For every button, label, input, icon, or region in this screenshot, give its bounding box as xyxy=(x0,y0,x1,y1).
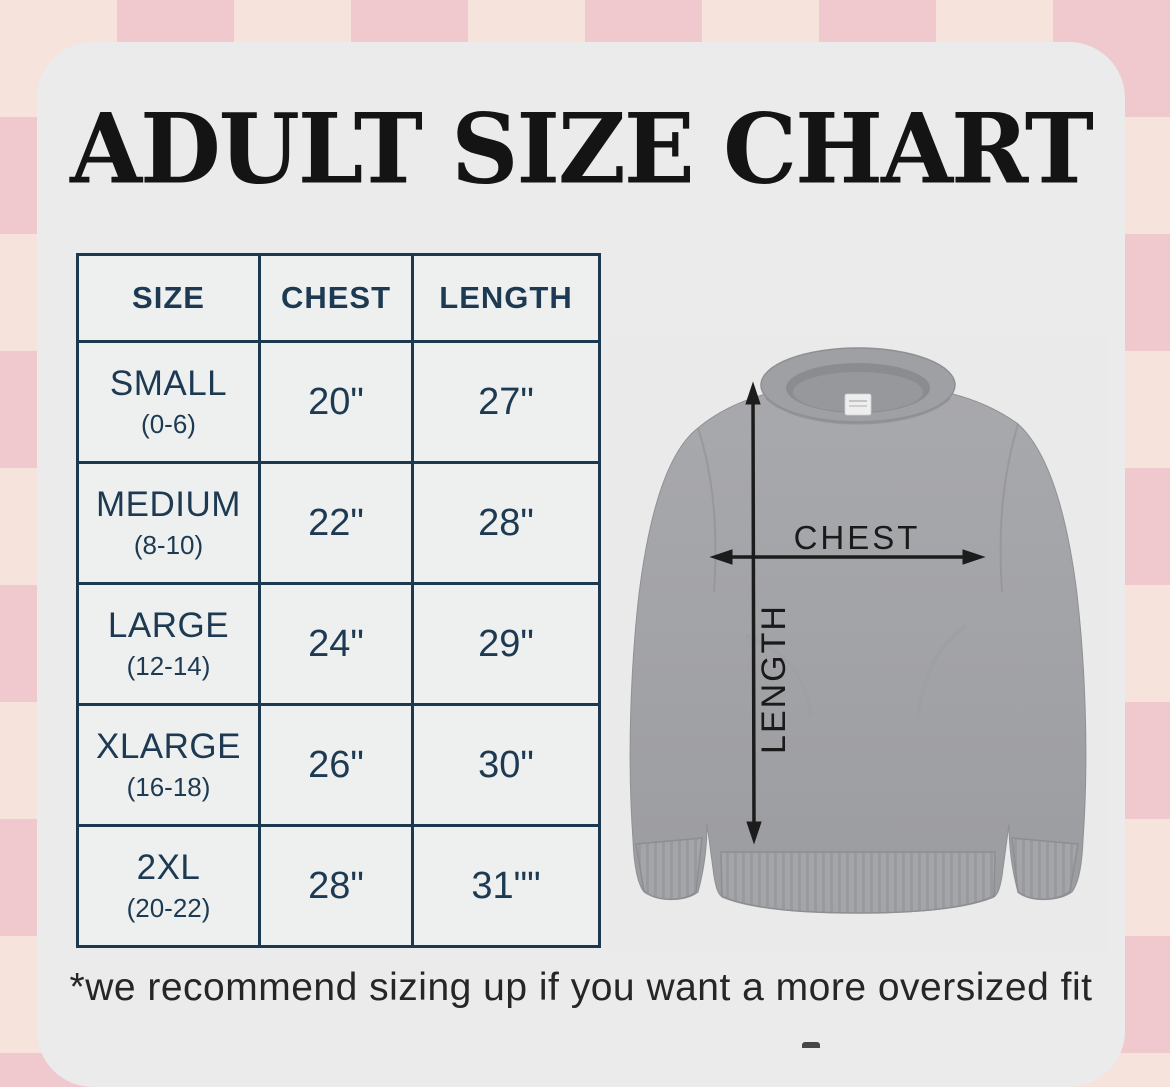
size-range: (8-10) xyxy=(133,530,204,560)
cropped-text-fragment xyxy=(802,1042,820,1048)
cell-length: 29" xyxy=(411,582,601,706)
sweatshirt-illustration xyxy=(629,347,1087,914)
page-title: ADULT SIZE CHART xyxy=(69,91,1094,206)
cell-chest: 24" xyxy=(258,582,414,706)
column-header-length: LENGTH xyxy=(411,253,601,343)
cell-length: 30" xyxy=(411,703,601,827)
table-row-small: SMALL (0-6) 20" 27" xyxy=(76,340,601,464)
cell-chest: 20" xyxy=(258,340,414,464)
size-name: XLARGE xyxy=(96,727,241,766)
cell-length: 28" xyxy=(411,461,601,585)
sweatshirt-body xyxy=(629,347,1087,914)
chest-arrow xyxy=(709,549,986,565)
table-row-xlarge: XLARGE (16-18) 26" 30" xyxy=(76,703,601,827)
cell-size: LARGE (12-14) xyxy=(76,582,261,706)
cell-size: SMALL (0-6) xyxy=(76,340,261,464)
cell-chest: 26" xyxy=(258,703,414,827)
size-chart-table: SIZE CHEST LENGTH SMALL (0-6) 20" 27" ME… xyxy=(76,253,601,948)
collar xyxy=(760,347,956,425)
column-header-size: SIZE xyxy=(76,253,261,343)
table-header-row: SIZE CHEST LENGTH xyxy=(76,253,601,343)
measurement-diagram: CHEST LENGTH xyxy=(606,336,1108,952)
cell-length: 27" xyxy=(411,340,601,464)
cell-chest: 22" xyxy=(258,461,414,585)
cell-chest: 28" xyxy=(258,824,414,948)
size-name: 2XL xyxy=(136,848,201,887)
size-range: (12-14) xyxy=(126,651,211,681)
table-row-2xl: 2XL (20-22) 28" 31"" xyxy=(76,824,601,948)
column-header-chest: CHEST xyxy=(258,253,414,343)
size-range: (16-18) xyxy=(126,772,211,802)
size-name: SMALL xyxy=(109,364,228,403)
size-chart-card: ADULT SIZE CHART SIZE CHEST LENGTH SMALL… xyxy=(37,42,1125,1087)
chest-measure-label: CHEST xyxy=(793,519,921,556)
size-name: MEDIUM xyxy=(96,485,241,524)
cell-size: XLARGE (16-18) xyxy=(76,703,261,827)
size-range: (20-22) xyxy=(126,893,211,923)
table-row-large: LARGE (12-14) 24" 29" xyxy=(76,582,601,706)
size-range: (0-6) xyxy=(141,409,196,439)
table-row-medium: MEDIUM (8-10) 22" 28" xyxy=(76,461,601,585)
cell-size: MEDIUM (8-10) xyxy=(76,461,261,585)
cell-length: 31"" xyxy=(411,824,601,948)
size-name: LARGE xyxy=(107,606,230,645)
length-measure-label: LENGTH xyxy=(755,604,793,754)
neck-tag xyxy=(844,393,872,416)
length-arrow xyxy=(745,381,762,845)
sizing-footnote: *we recommend sizing up if you want a mo… xyxy=(69,966,1093,1009)
cell-size: 2XL (20-22) xyxy=(76,824,261,948)
